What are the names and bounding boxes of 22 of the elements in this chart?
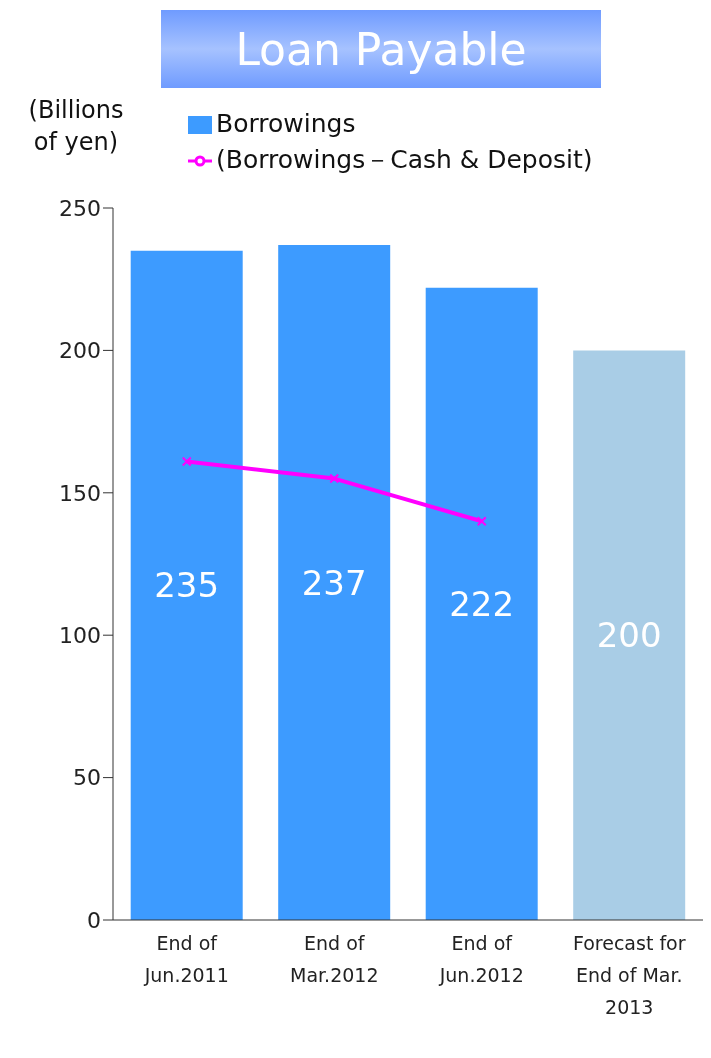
legend-label: Borrowings: [216, 109, 356, 138]
x-tick-label: Forecast for End of Mar. 2013: [572, 932, 686, 1018]
y-tick-label: 150: [59, 480, 101, 506]
y-tick-label: 50: [73, 765, 101, 791]
point: [476, 516, 487, 527]
y-axis-title: (Billions of yen): [27, 95, 125, 158]
point: [329, 473, 340, 484]
y-tick-label: 250: [59, 195, 101, 221]
point: [181, 456, 192, 467]
x-tick-label: End of Jun.2011: [143, 932, 229, 986]
legend-label: (Borrowings－Cash & Deposit): [216, 145, 593, 174]
y-tick-label: 200: [59, 338, 101, 364]
x-tick-label: End of Jun.2012: [438, 932, 524, 986]
data-label: 200: [596, 615, 662, 656]
x-tick-label: End of Mar.2012: [290, 932, 379, 986]
data-label: 222: [449, 583, 515, 624]
chart-title: Loan Payable: [161, 10, 601, 88]
y-tick-label: 100: [59, 623, 101, 649]
y-tick-label: 0: [87, 907, 101, 933]
bar: [573, 350, 686, 920]
data-label: 235: [154, 565, 220, 606]
data-label: 237: [301, 562, 367, 603]
